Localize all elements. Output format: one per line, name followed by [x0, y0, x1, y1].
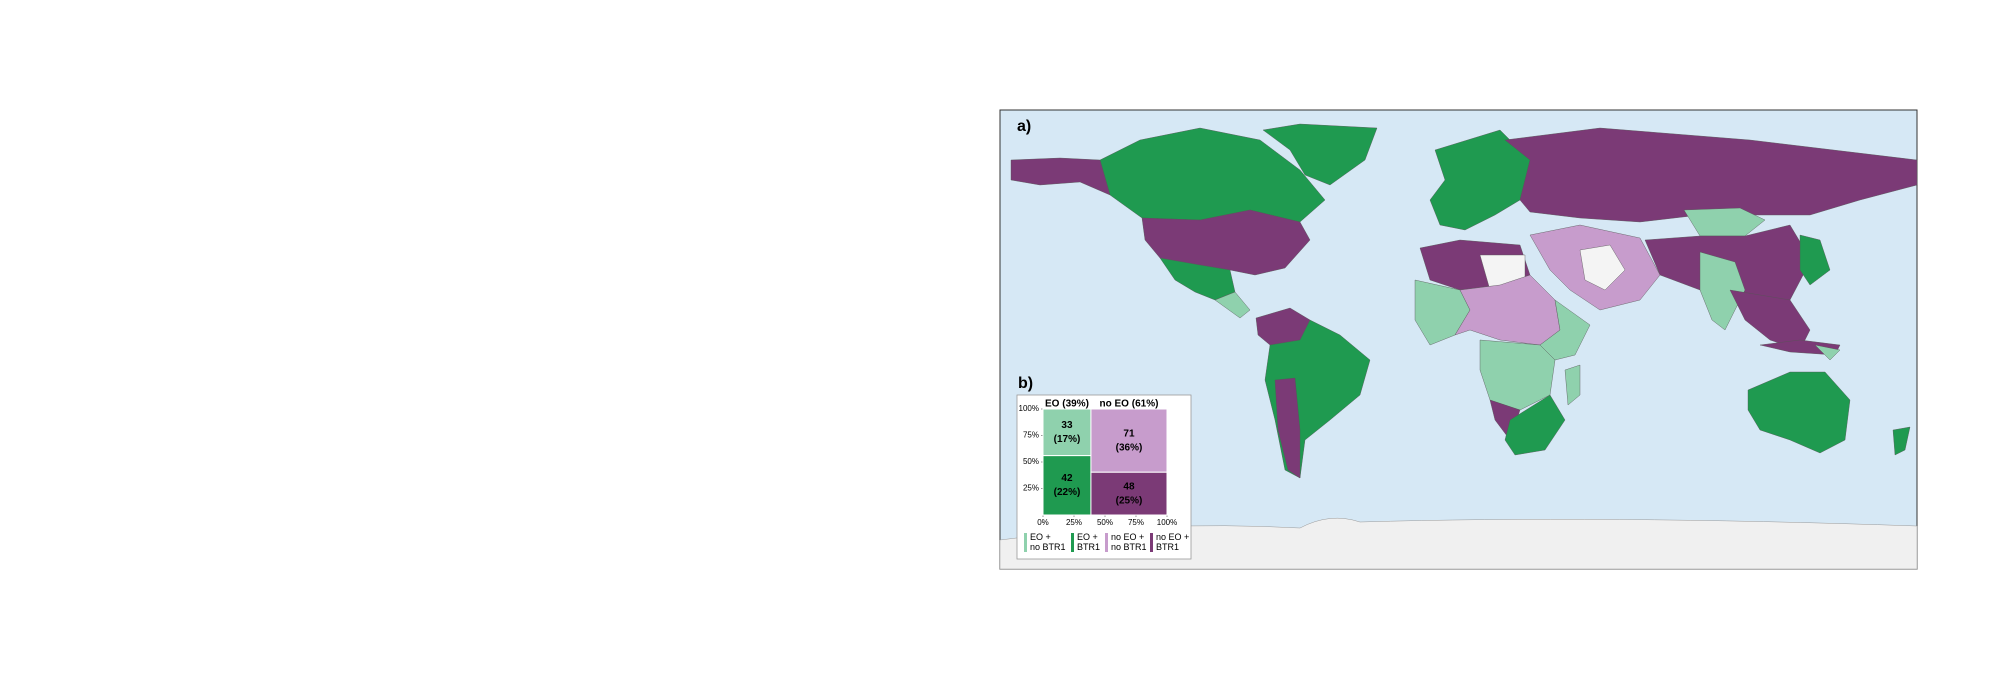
mosaic-cell	[1090, 471, 1168, 516]
legend-line: no BTR1	[1111, 542, 1147, 552]
legend-swatch	[1071, 533, 1074, 552]
cell-count: 48	[1123, 481, 1135, 492]
mosaic-cell	[1042, 408, 1092, 457]
legend-line: no EO +	[1156, 532, 1189, 542]
x-tick-label: 100%	[1157, 518, 1177, 527]
y-tick-label: 100%	[1019, 404, 1039, 413]
legend-swatch	[1024, 533, 1027, 552]
legend-label: no EO + no BTR1	[1111, 532, 1147, 552]
x-tick-label: 25%	[1066, 518, 1082, 527]
cell-count: 33	[1061, 420, 1073, 431]
y-tick-label: 25%	[1023, 484, 1039, 493]
mosaic-cell	[1090, 408, 1168, 473]
legend-label: EO + no BTR1	[1030, 532, 1066, 552]
countries	[1010, 123, 1918, 479]
legend-label: EO + BTR1	[1077, 532, 1100, 552]
legend-line: no EO +	[1111, 532, 1144, 542]
legend-swatch	[1150, 533, 1153, 552]
legend-swatch	[1105, 533, 1108, 552]
legend-line: no BTR1	[1030, 542, 1066, 552]
cell-percent: (25%)	[1116, 495, 1143, 506]
column-header: no EO (61%)	[1100, 399, 1159, 410]
x-tick-label: 0%	[1037, 518, 1049, 527]
cell-percent: (17%)	[1054, 434, 1081, 445]
panel-label: b)	[1018, 375, 1033, 392]
y-tick-label: 50%	[1023, 457, 1039, 466]
legend-label: no EO + BTR1	[1156, 532, 1189, 552]
legend-line: EO +	[1077, 532, 1098, 542]
cell-percent: (36%)	[1116, 442, 1143, 453]
panel-label: a)	[1017, 118, 1031, 135]
y-tick-label: 75%	[1023, 431, 1039, 440]
cell-percent: (22%)	[1054, 487, 1081, 498]
cell-count: 42	[1061, 473, 1073, 484]
x-tick-label: 50%	[1097, 518, 1113, 527]
cell-count: 71	[1123, 428, 1135, 439]
legend-line: EO +	[1030, 532, 1051, 542]
legend-line: BTR1	[1077, 542, 1100, 552]
column-header: EO (39%)	[1045, 399, 1089, 410]
legend-line: BTR1	[1156, 542, 1179, 552]
mosaic-cell	[1042, 455, 1092, 516]
x-tick-label: 75%	[1128, 518, 1144, 527]
